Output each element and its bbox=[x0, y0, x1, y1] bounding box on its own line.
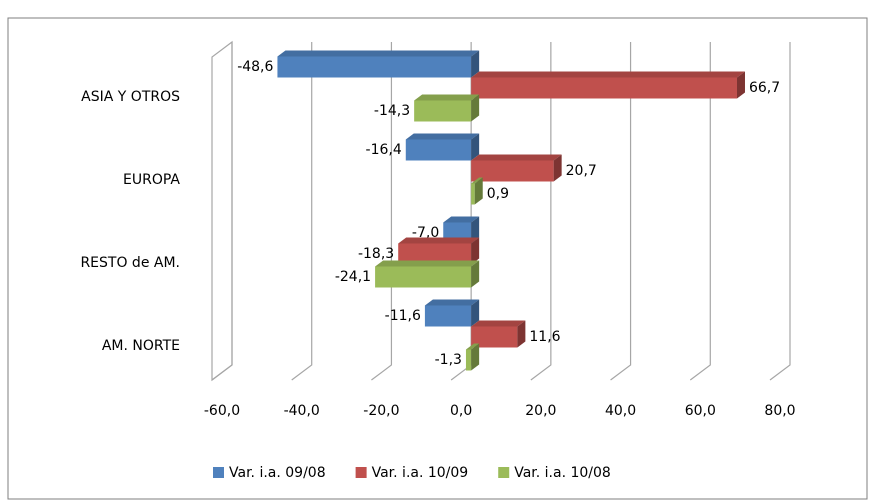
bar-side bbox=[471, 50, 480, 78]
bar bbox=[414, 100, 472, 122]
bar bbox=[471, 183, 475, 205]
bar bbox=[405, 139, 472, 161]
bar-side bbox=[471, 133, 480, 161]
data-label: 66,7 bbox=[749, 80, 780, 96]
bar bbox=[375, 266, 472, 288]
grid-line bbox=[689, 42, 711, 381]
bar-side bbox=[553, 154, 562, 182]
x-tick-label: 20,0 bbox=[525, 403, 556, 419]
bar-top bbox=[375, 260, 480, 267]
x-tick-label: -20,0 bbox=[363, 403, 399, 419]
bar-top bbox=[414, 94, 480, 101]
bar-top bbox=[405, 133, 480, 140]
x-tick-label: 40,0 bbox=[605, 403, 636, 419]
category-label: EUROPA bbox=[123, 172, 180, 188]
legend-swatch bbox=[213, 467, 224, 478]
grid-line bbox=[769, 42, 791, 381]
bar bbox=[424, 305, 472, 327]
bar-top bbox=[277, 50, 480, 57]
legend-swatch bbox=[355, 467, 367, 478]
bar-side bbox=[474, 177, 483, 205]
legend-label: Var. i.a. 10/09 bbox=[372, 465, 469, 481]
bar-side bbox=[517, 320, 526, 348]
data-label: -11,6 bbox=[385, 308, 421, 324]
category-label: ASIA Y OTROS bbox=[81, 89, 180, 105]
grid-line bbox=[530, 42, 552, 381]
x-tick-label: 0,0 bbox=[450, 403, 472, 419]
bar-side bbox=[471, 299, 480, 327]
bar-top bbox=[471, 71, 745, 78]
bar-side bbox=[471, 216, 480, 244]
x-tick-label: -40,0 bbox=[284, 403, 320, 419]
bar-top bbox=[471, 320, 526, 327]
bar bbox=[471, 77, 737, 99]
bar bbox=[471, 160, 554, 182]
data-label: 11,6 bbox=[529, 329, 560, 345]
grid-line bbox=[291, 42, 313, 381]
bar-top bbox=[465, 343, 480, 350]
legend-swatch bbox=[498, 467, 510, 478]
data-label: -16,4 bbox=[366, 142, 402, 158]
bar bbox=[471, 326, 518, 348]
data-label: -1,3 bbox=[435, 352, 462, 368]
bar-top bbox=[398, 237, 480, 244]
grid-line bbox=[371, 42, 393, 381]
x-tick-label: 80,0 bbox=[764, 403, 795, 419]
category-label: RESTO de AM. bbox=[80, 255, 180, 271]
legend-label: Var. i.a. 10/08 bbox=[514, 465, 611, 481]
bar-side bbox=[471, 94, 480, 122]
bar bbox=[277, 56, 472, 78]
x-tick-label: 60,0 bbox=[685, 403, 716, 419]
bar bbox=[465, 349, 472, 371]
bar-top bbox=[471, 154, 562, 161]
bar-side bbox=[471, 343, 480, 371]
data-label: -14,3 bbox=[374, 103, 410, 119]
category-label: AM. NORTE bbox=[102, 338, 180, 354]
bar-top bbox=[471, 177, 483, 184]
data-label: 0,9 bbox=[487, 186, 509, 202]
bar-top bbox=[443, 216, 480, 223]
data-label: -7,0 bbox=[412, 225, 439, 241]
data-label: -48,6 bbox=[237, 59, 273, 75]
bar-top bbox=[424, 299, 480, 306]
grid-line bbox=[610, 42, 632, 381]
bar bbox=[398, 243, 472, 265]
data-label: -18,3 bbox=[358, 246, 394, 262]
data-label: -24,1 bbox=[335, 269, 371, 285]
bar-side bbox=[471, 237, 480, 265]
bar-side bbox=[471, 260, 480, 288]
data-label: 20,7 bbox=[566, 163, 597, 179]
x-tick-label: -60,0 bbox=[204, 403, 240, 419]
legend-label: Var. i.a. 09/08 bbox=[229, 465, 326, 481]
bar-side bbox=[736, 71, 745, 99]
side-wall bbox=[211, 40, 233, 382]
